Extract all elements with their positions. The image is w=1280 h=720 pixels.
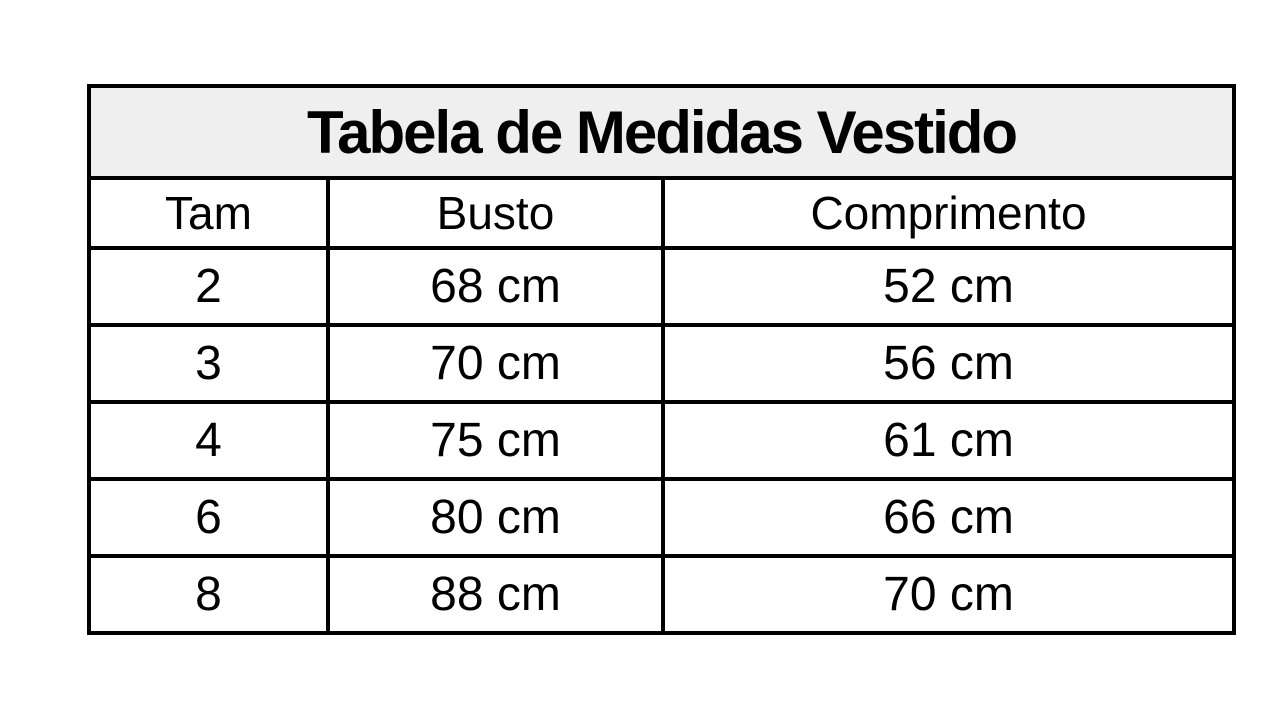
table-row: 4 75 cm 61 cm [87, 400, 1237, 481]
cell-size: 2 [87, 246, 330, 327]
size-chart-table: Tabela de Medidas Vestido Tam Busto Comp… [86, 84, 1237, 635]
cell-size: 3 [87, 323, 330, 404]
cell-size: 4 [87, 400, 330, 481]
table-title-row: Tabela de Medidas Vestido [86, 84, 1237, 180]
table-row: 3 70 cm 56 cm [87, 323, 1237, 404]
cell-length: 70 cm [660, 554, 1237, 635]
cell-length: 61 cm [660, 400, 1237, 481]
table-row: 6 80 cm 66 cm [87, 477, 1237, 558]
cell-size: 6 [87, 477, 330, 558]
cell-length: 56 cm [660, 323, 1237, 404]
column-header-tam: Tam [87, 176, 330, 250]
column-header-busto: Busto [326, 176, 665, 250]
cell-bust: 88 cm [326, 554, 665, 635]
cell-bust: 80 cm [326, 477, 665, 558]
cell-bust: 75 cm [326, 400, 665, 481]
cell-length: 66 cm [660, 477, 1237, 558]
cell-bust: 68 cm [326, 246, 665, 327]
cell-size: 8 [87, 554, 330, 635]
cell-bust: 70 cm [326, 323, 665, 404]
table-title: Tabela de Medidas Vestido [86, 84, 1237, 180]
table-header-row: Tam Busto Comprimento [87, 176, 1237, 250]
cell-length: 52 cm [660, 246, 1237, 327]
table-row: 2 68 cm 52 cm [87, 246, 1237, 327]
table-row: 8 88 cm 70 cm [87, 554, 1237, 635]
column-header-comprimento: Comprimento [660, 176, 1237, 250]
